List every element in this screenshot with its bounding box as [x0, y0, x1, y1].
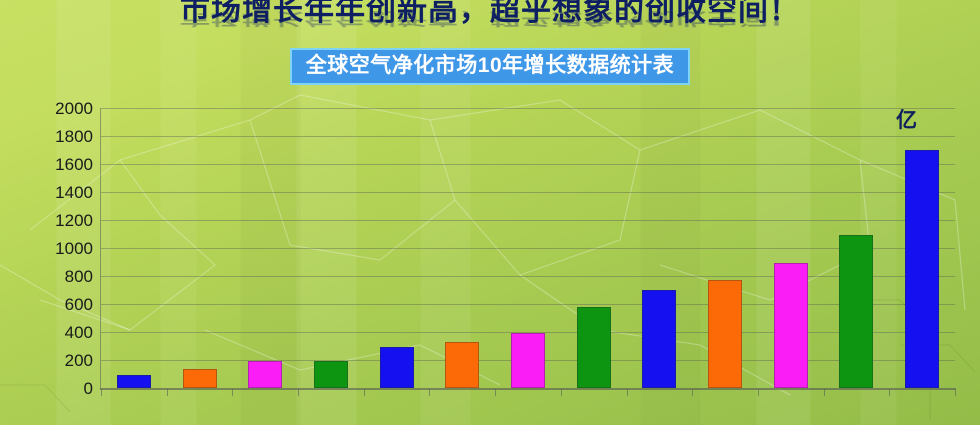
y-axis-tick-label: 800	[64, 267, 93, 286]
bar-2008	[182, 369, 217, 388]
chart-title-badge: 全球空气净化市场10年增长数据统计表	[289, 48, 691, 86]
bar-2015	[642, 290, 677, 388]
bar-2009	[248, 361, 283, 388]
y-unit-label: 亿	[896, 109, 917, 132]
x-axis-tick-mark	[889, 389, 891, 396]
bar-2013	[511, 333, 545, 388]
bar-2016	[708, 280, 743, 388]
x-axis-tick-mark	[495, 389, 497, 396]
gridline	[101, 136, 955, 137]
y-axis-tick-label: 1600	[55, 155, 93, 174]
x-axis-tick-mark	[955, 389, 956, 396]
y-axis-tick-label: 2000	[55, 99, 93, 118]
y-axis-tick-label: 1200	[55, 211, 93, 230]
x-axis-tick-mark	[757, 389, 759, 396]
gridline	[101, 304, 955, 305]
page-headline: 市场增长年年创新高，超乎想象的创收空间！	[180, 0, 800, 27]
y-axis-line	[100, 108, 101, 389]
subtitle-container: 全球空气净化市场10年增长数据统计表	[0, 48, 980, 86]
x-axis-tick-mark	[823, 389, 825, 396]
x-axis-tick-mark	[232, 389, 234, 396]
gridline	[101, 276, 955, 277]
y-axis-tick-label: 600	[64, 295, 93, 314]
bar-2012	[445, 341, 480, 388]
x-axis-tick-mark	[429, 389, 431, 396]
bar-2014	[576, 306, 611, 388]
gridline	[101, 192, 955, 193]
gridline	[101, 248, 955, 249]
y-axis-tick-label: 1400	[55, 183, 93, 202]
headline-container: 市场增长年年创新高，超乎想象的创收空间！	[0, 0, 980, 26]
x-axis-tick-mark	[626, 389, 628, 396]
y-axis-tick-label: 1000	[55, 239, 93, 258]
y-axis-tick-label: 200	[64, 351, 93, 370]
bar-2017	[773, 263, 808, 388]
x-axis-tick-mark	[298, 389, 300, 396]
x-axis-tick-mark	[101, 389, 102, 396]
x-axis-tick-mark	[692, 389, 694, 396]
x-axis-line	[100, 388, 956, 390]
chart-plot-area: 2000180016001400120010008006004002000200…	[55, 100, 956, 397]
bar-2011	[379, 347, 414, 388]
y-axis-tick-label: 1800	[55, 127, 93, 146]
y-axis-tick-label: 0	[83, 379, 93, 398]
y-axis-tick-label: 400	[64, 323, 93, 342]
bar-2010	[313, 360, 348, 388]
x-axis-tick-mark	[166, 389, 168, 396]
bar-2019	[905, 150, 940, 388]
x-axis-tick-mark	[363, 389, 365, 396]
gridline	[101, 220, 955, 221]
gridline	[101, 164, 955, 165]
bar-2018	[839, 234, 874, 388]
bar-2007	[116, 375, 151, 388]
gridline	[101, 108, 955, 109]
gridline	[101, 332, 955, 333]
x-axis-tick-mark	[560, 389, 562, 396]
